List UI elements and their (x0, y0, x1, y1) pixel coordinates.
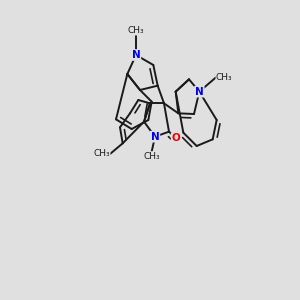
Text: N: N (132, 50, 140, 60)
Text: O: O (172, 133, 180, 143)
Text: CH₃: CH₃ (93, 149, 110, 158)
Text: N: N (151, 132, 159, 142)
Text: CH₃: CH₃ (216, 73, 232, 82)
Text: CH₃: CH₃ (128, 26, 144, 35)
Text: CH₃: CH₃ (143, 152, 160, 161)
Text: N: N (195, 87, 204, 97)
